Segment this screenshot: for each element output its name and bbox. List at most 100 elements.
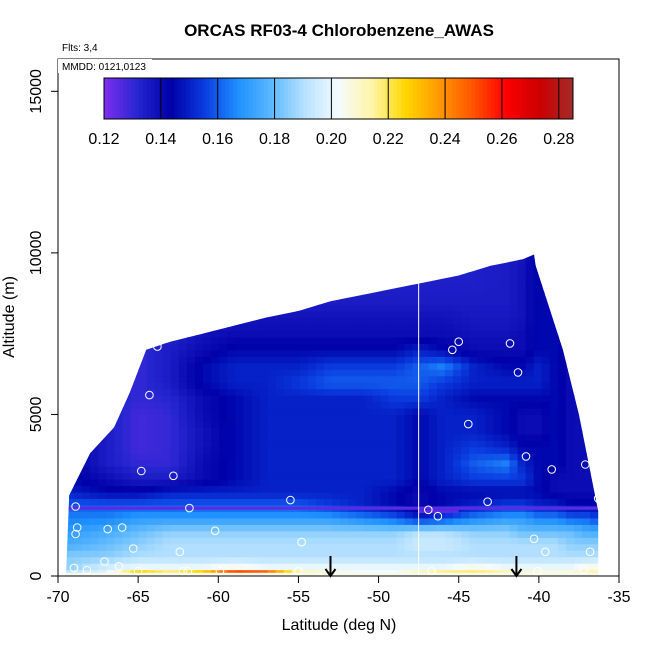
- heatmap-cell: [130, 285, 140, 293]
- heatmap-cell: [453, 420, 462, 428]
- heatmap-cell: [162, 336, 172, 344]
- heatmap-cell: [412, 336, 422, 344]
- heatmap-cell: [130, 336, 140, 344]
- heatmap-cell: [235, 401, 244, 409]
- heatmap-cell: [517, 440, 527, 448]
- heatmap-cell: [525, 466, 535, 474]
- heatmap-cell: [364, 407, 373, 416]
- heatmap-cell: [412, 382, 422, 390]
- heatmap-cell: [396, 498, 406, 506]
- heatmap-cell: [412, 556, 422, 564]
- heatmap-cell: [146, 414, 156, 422]
- heatmap-cell: [525, 517, 535, 525]
- heatmap-cell: [396, 278, 406, 286]
- heatmap-cell: [590, 349, 599, 357]
- heatmap-cell: [557, 401, 567, 409]
- heatmap-cell: [178, 375, 188, 383]
- heatmap-cell: [195, 278, 204, 286]
- heatmap-cell: [573, 259, 583, 267]
- heatmap-cell: [291, 336, 301, 344]
- heatmap-cell: [444, 304, 454, 312]
- heatmap-cell: [82, 453, 91, 461]
- heatmap-cell: [557, 459, 567, 467]
- heatmap-cell: [299, 453, 309, 461]
- sample-point: [529, 534, 539, 544]
- heatmap-cell: [340, 453, 349, 461]
- heatmap-cell: [582, 459, 591, 467]
- heatmap-cell: [219, 343, 228, 351]
- heatmap-cell: [420, 524, 430, 532]
- heatmap-cell: [267, 265, 277, 273]
- heatmap-cell: [533, 362, 543, 370]
- heatmap-cell: [549, 440, 559, 448]
- heatmap-cell: [541, 472, 551, 480]
- heatmap-cell: [195, 550, 204, 558]
- heatmap-cell: [348, 498, 357, 506]
- heatmap-cell: [275, 323, 285, 332]
- heatmap-cell: [332, 537, 341, 545]
- heatmap-cell: [388, 459, 398, 467]
- heatmap-cell: [211, 479, 220, 487]
- colorbar-tick-label: 0.22: [373, 131, 404, 148]
- heatmap-cell: [549, 254, 559, 260]
- heatmap-cell: [565, 254, 575, 260]
- heatmap-cell: [251, 311, 261, 319]
- heatmap-cell: [146, 362, 156, 370]
- heatmap-cell: [307, 362, 317, 370]
- heatmap-cell: [380, 356, 390, 364]
- heatmap-cell: [501, 543, 511, 551]
- heatmap-cell: [211, 311, 220, 319]
- heatmap-cell: [582, 298, 591, 306]
- heatmap-cell: [211, 524, 220, 532]
- heatmap-cell: [453, 362, 462, 370]
- heatmap-cell: [170, 433, 180, 441]
- heatmap-cell: [436, 336, 446, 344]
- heatmap-cell: [509, 382, 519, 390]
- heatmap-cell: [82, 362, 91, 370]
- colorbar-segment: [326, 78, 332, 119]
- heatmap-cell: [404, 472, 414, 480]
- heatmap-cell: [469, 407, 478, 416]
- heatmap-cell: [557, 466, 567, 474]
- heatmap-cell: [195, 556, 204, 564]
- heatmap-cell: [82, 407, 91, 416]
- heatmap-cell: [356, 291, 365, 299]
- heatmap-cell: [493, 498, 503, 506]
- heatmap-cell: [396, 556, 406, 564]
- heatmap-cell: [219, 388, 228, 396]
- heatmap-cell: [66, 517, 75, 525]
- heatmap-cell: [396, 356, 406, 364]
- heatmap-cell: [348, 485, 357, 493]
- heatmap-cell: [525, 304, 535, 312]
- heatmap-cell: [114, 317, 124, 325]
- heatmap-cell: [590, 550, 599, 558]
- heatmap-cell: [590, 401, 599, 409]
- heatmap-cell: [340, 511, 349, 519]
- heatmap-cell: [348, 427, 357, 435]
- heatmap-cell: [388, 433, 398, 441]
- heatmap-cell: [130, 479, 140, 487]
- heatmap-cell: [74, 265, 83, 273]
- heatmap-cell: [90, 311, 99, 319]
- heatmap-cell: [380, 511, 390, 519]
- heatmap-cell: [412, 317, 422, 325]
- heatmap-cell: [106, 356, 115, 364]
- heatmap-cell: [138, 278, 148, 286]
- heatmap-cell: [485, 472, 494, 480]
- heatmap-cell: [74, 472, 83, 480]
- heatmap-cell: [332, 285, 341, 293]
- heatmap-cell: [428, 304, 438, 312]
- heatmap-cell: [211, 323, 220, 332]
- colorbar-tick-label: 0.24: [430, 131, 461, 148]
- heatmap-cell: [493, 446, 503, 454]
- heatmap-cell: [227, 375, 236, 383]
- heatmap-cell: [98, 291, 107, 299]
- heatmap-cell: [275, 265, 285, 273]
- heatmap-cell: [364, 272, 373, 280]
- heatmap-cell: [404, 550, 414, 558]
- heatmap-cell: [380, 407, 390, 416]
- heatmap-cell: [549, 498, 559, 506]
- heatmap-cell: [146, 330, 156, 338]
- heatmap-cell: [565, 440, 575, 448]
- heatmap-cell: [291, 382, 301, 390]
